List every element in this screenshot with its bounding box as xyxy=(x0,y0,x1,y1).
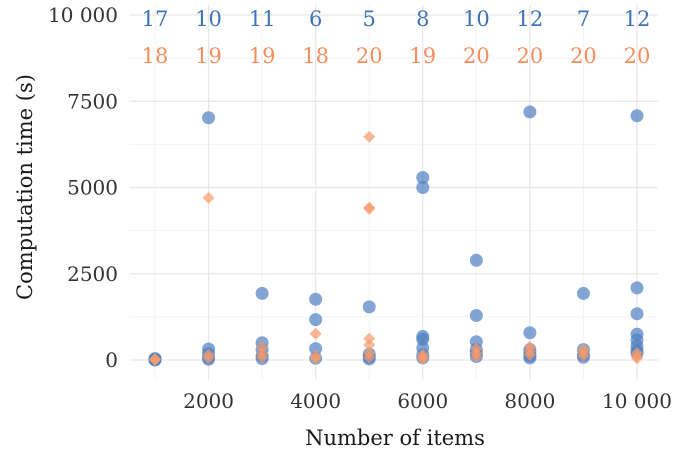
x-axis-tick-labels: 2000 4000 6000 8000 10 000 xyxy=(183,389,672,413)
count-label: 7 xyxy=(577,7,590,31)
data-point-circle xyxy=(309,313,323,327)
data-point-diamond xyxy=(309,327,322,340)
count-label: 18 xyxy=(302,44,329,68)
data-point-circle xyxy=(523,105,537,119)
data-point-diamond xyxy=(363,130,376,143)
count-label: 20 xyxy=(463,44,490,68)
y-tick-label: 2500 xyxy=(67,262,118,286)
data-point-diamond xyxy=(256,351,269,364)
count-label: 10 xyxy=(195,7,222,31)
data-point-diamond xyxy=(202,191,215,204)
x-axis-title: Number of items xyxy=(305,426,485,450)
data-point-diamond xyxy=(523,348,536,361)
count-label: 18 xyxy=(142,44,169,68)
data-point-diamond xyxy=(363,202,376,215)
data-point-circle xyxy=(255,286,269,300)
x-tick-label: 6000 xyxy=(397,389,448,413)
count-label: 11 xyxy=(249,7,276,31)
count-label: 10 xyxy=(463,7,490,31)
count-label: 8 xyxy=(416,7,429,31)
y-tick-label: 0 xyxy=(105,348,118,372)
count-label: 5 xyxy=(363,7,376,31)
data-point-diamond xyxy=(149,352,161,365)
data-point-circle xyxy=(362,300,376,314)
count-label: 6 xyxy=(309,7,322,31)
data-point-diamond xyxy=(256,340,269,353)
y-tick-label: 7500 xyxy=(67,89,118,113)
count-label: 19 xyxy=(249,44,276,68)
data-point-diamond xyxy=(631,352,643,365)
count-label: 12 xyxy=(517,7,544,31)
data-point-circle xyxy=(416,181,430,194)
count-label: 12 xyxy=(624,7,651,31)
x-tick-label: 4000 xyxy=(290,389,341,413)
y-tick-label: 5000 xyxy=(67,176,118,200)
data-point-circle xyxy=(469,253,483,267)
count-label: 19 xyxy=(195,44,222,68)
x-tick-label: 2000 xyxy=(183,389,234,413)
data-point-circle xyxy=(630,281,644,295)
data-point-circle xyxy=(469,308,483,322)
data-point-circle xyxy=(309,342,323,356)
count-annotations: 17 10 11 6 5 8 10 12 7 12 18 19 19 18 20 19 20 20 20 20 xyxy=(142,7,651,68)
x-tick-label: 8000 xyxy=(504,389,555,413)
data-point-circle xyxy=(416,170,430,184)
data-point-circle xyxy=(630,109,644,123)
data-point-circle xyxy=(630,307,644,321)
count-label: 19 xyxy=(409,44,436,68)
data-point-diamond xyxy=(309,352,322,365)
y-axis-title: Computation time (s) xyxy=(13,74,37,300)
data-point-diamond xyxy=(470,350,483,363)
data-point-circle xyxy=(523,326,537,340)
data-point-diamond xyxy=(363,338,376,351)
y-axis-tick-labels: 0 2500 5000 7500 10 000 xyxy=(48,3,118,372)
data-point-diamond xyxy=(577,349,590,362)
data-point-circle xyxy=(309,292,323,306)
x-tick-label: 10 000 xyxy=(602,389,672,413)
count-label: 20 xyxy=(517,44,544,68)
count-label: 20 xyxy=(624,44,651,68)
data-point-circle xyxy=(202,111,216,125)
data-point-circle xyxy=(576,286,590,300)
data-point-diamond xyxy=(363,332,376,345)
data-point-diamond xyxy=(202,351,215,364)
data-point-diamond xyxy=(363,351,376,364)
count-label: 20 xyxy=(356,44,383,68)
y-tick-label: 10 000 xyxy=(48,3,118,27)
data-point-diamond xyxy=(416,352,429,365)
count-label: 17 xyxy=(142,7,169,31)
data-points xyxy=(148,105,644,367)
count-label: 20 xyxy=(570,44,597,68)
